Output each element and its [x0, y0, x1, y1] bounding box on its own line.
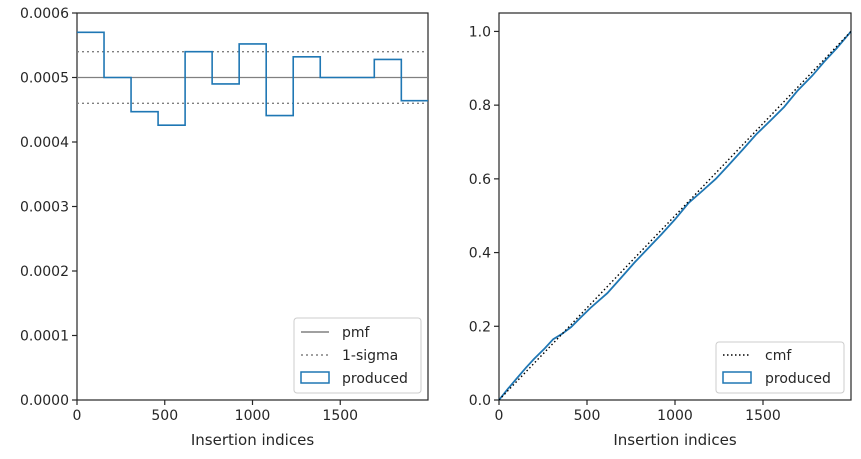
- legend-pmf-label: pmf: [342, 325, 371, 341]
- left-y-tick-label: 0.0001: [20, 329, 69, 345]
- right-y-tick-label: 1.0: [469, 24, 491, 40]
- legend-produced-label: produced: [342, 371, 408, 387]
- left-y-tick-label: 0.0002: [20, 264, 69, 280]
- cmf-line: [498, 30, 852, 401]
- legend-produced-swatch: [300, 371, 330, 384]
- legend-cmf-label: cmf: [765, 348, 792, 364]
- left-x-tick-label: 1500: [322, 408, 358, 424]
- right-y-tick-label: 0.8: [469, 98, 491, 114]
- right-ticks: 0 500 1000 1500 0.0 0.2 0.4 0.6 0.8 1.0: [469, 24, 781, 424]
- left-legend-box: [293, 317, 422, 394]
- left-chart: 0 500 1000 1500 0.0000 0.0001 0.0002 0.0003 0.00…: [20, 6, 429, 449]
- left-legend: pmf 1-sigma produced: [293, 317, 422, 394]
- left-x-tick-label: 500: [151, 408, 178, 424]
- right-legend: cmf produced: [715, 341, 845, 394]
- left-x-tick-label: 1000: [235, 408, 271, 424]
- legend-produced-label-right: produced: [765, 371, 831, 387]
- legend-sigma-label: 1-sigma: [342, 348, 398, 364]
- right-y-tick-label: 0.4: [469, 246, 491, 262]
- left-y-tick-label: 0.0005: [20, 71, 69, 87]
- left-x-tick-label: 0: [73, 408, 82, 424]
- right-x-tick-label: 1000: [657, 408, 693, 424]
- right-x-tick-label: 1500: [745, 408, 781, 424]
- left-x-axis-label: Insertion indices: [191, 431, 314, 449]
- produced-line: [498, 30, 852, 401]
- right-chart: 0 500 1000 1500 0.0 0.2 0.4 0.6 0.8 1.0 Insertion…: [469, 12, 852, 449]
- right-y-tick-label: 0.2: [469, 319, 491, 335]
- legend-produced-swatch-right: [722, 371, 752, 384]
- right-x-tick-label: 500: [574, 408, 601, 424]
- left-y-tick-label: 0.0003: [20, 200, 69, 216]
- left-y-tick-label: 0.0004: [20, 135, 69, 151]
- produced-step-line: [77, 31, 428, 127]
- right-y-tick-label: 0.6: [469, 172, 491, 188]
- right-y-tick-label: 0.0: [469, 393, 491, 409]
- left-y-tick-label: 0.0006: [20, 6, 69, 22]
- right-lines: [498, 30, 852, 401]
- left-ticks: 0 500 1000 1500 0.0000 0.0001 0.0002 0.0003 0.00…: [20, 6, 358, 424]
- left-histogram: [77, 31, 428, 127]
- right-x-tick-label: 0: [495, 408, 504, 424]
- right-x-axis-label: Insertion indices: [613, 431, 736, 449]
- left-y-tick-label: 0.0000: [20, 393, 69, 409]
